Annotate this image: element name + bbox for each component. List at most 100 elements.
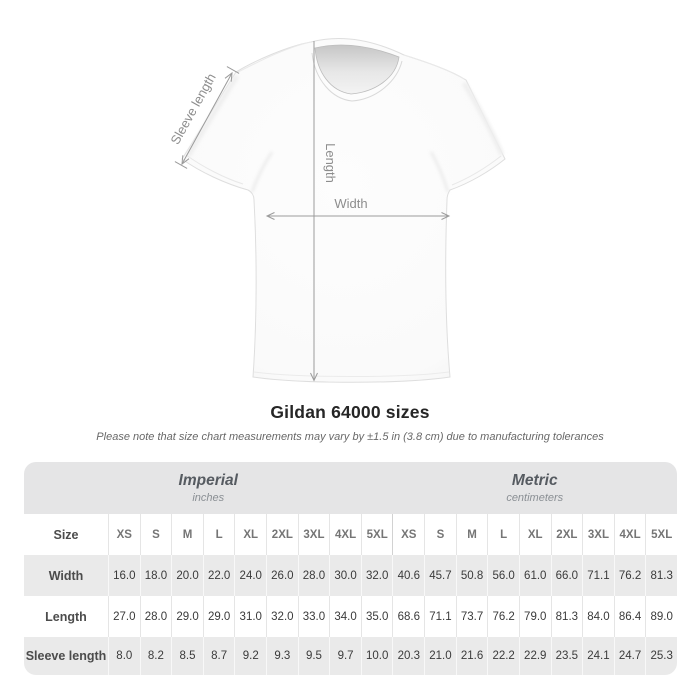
table-data-cell: 20.3: [392, 637, 424, 675]
size-table: Imperial inches Metric centimeters Size XS S M L…: [24, 462, 677, 675]
unit-group-imperial: Imperial inches: [24, 462, 393, 514]
table-row: Length 27.0 28.0 29.0 29.0 31.0 32.0 33.0 34.0 35…: [24, 596, 677, 637]
size-column-header: 3XL: [582, 514, 614, 555]
table-data-cell: 10.0: [360, 637, 393, 675]
table-data-cell: 9.7: [329, 637, 361, 675]
length-label: Length: [323, 143, 338, 183]
table-row: Width 16.0 18.0 20.0 22.0 24.0 26.0 28.0 30.0 32.…: [24, 555, 677, 596]
size-column-header: 5XL: [645, 514, 677, 555]
width-arrow: [265, 212, 451, 220]
table-data-cell: 28.0: [297, 555, 330, 596]
armpit-crease-left: [251, 151, 273, 193]
tshirt-diagram: Length Width Sleeve length: [167, 38, 506, 383]
shoulder-seam-left: [237, 41, 312, 73]
table-data-cell: 86.4: [613, 596, 646, 637]
length-arrow: [310, 41, 318, 382]
size-column-header: M: [455, 514, 488, 555]
table-data-cell: 34.0: [329, 596, 361, 637]
unit-group-metric: Metric centimeters: [393, 462, 678, 514]
hem-seam: [253, 371, 450, 377]
size-column-header: 5XL: [360, 514, 393, 555]
table-data-cell: 32.0: [360, 555, 393, 596]
size-column-header: 3XL: [297, 514, 330, 555]
table-data-cell: 16.0: [108, 555, 140, 596]
table-data-cell: 61.0: [518, 555, 551, 596]
table-data-cell: 89.0: [645, 596, 677, 637]
row-label: Length: [45, 609, 87, 624]
sleeve-fold-shadow-left: [185, 74, 240, 158]
size-header-row: Size XS S M L XL 2XL 3XL 4XL 5XL XS S M L XL 2XL 3XL 4XL 5…: [24, 514, 677, 555]
table-data-cell: 84.0: [582, 596, 614, 637]
table-row: Sleeve length 8.0 8.2 8.5 8.7 9.2 9.3 9.5 9.7 10.…: [24, 637, 677, 675]
page-title: Gildan 64000 sizes: [270, 402, 430, 422]
table-data-cell: 31.0: [234, 596, 266, 637]
table-data-cell: 9.5: [297, 637, 330, 675]
size-column-header: XL: [518, 514, 551, 555]
neck-opening: [314, 44, 400, 95]
size-column-header: L: [487, 514, 519, 555]
unit-group-label: Metric: [511, 472, 558, 489]
table-data-cell: 21.6: [455, 637, 488, 675]
size-column-header: L: [202, 514, 235, 555]
table-data-cell: 50.8: [455, 555, 488, 596]
unit-group-label: Imperial: [178, 472, 238, 489]
table-data-cell: 35.0: [360, 596, 393, 637]
row-label: Sleeve length: [25, 649, 107, 663]
table-data-cell: 9.3: [266, 637, 298, 675]
table-data-cell: 24.0: [234, 555, 266, 596]
table-data-cell: 8.0: [108, 637, 140, 675]
table-data-cell: 56.0: [487, 555, 519, 596]
size-column-header: S: [424, 514, 456, 555]
table-data-cell: 8.2: [139, 637, 172, 675]
armpit-crease-right: [430, 151, 449, 193]
table-data-cell: 22.2: [487, 637, 519, 675]
table-data-cell: 22.9: [518, 637, 551, 675]
table-data-cell: 23.5: [550, 637, 583, 675]
size-column-header: 2XL: [266, 514, 298, 555]
table-data-cell: 40.6: [392, 555, 424, 596]
unit-group-unit: inches: [192, 492, 225, 504]
table-data-cell: 8.7: [202, 637, 235, 675]
table-data-cell: 76.2: [487, 596, 519, 637]
table-data-cell: 9.2: [234, 637, 266, 675]
table-data-cell: 71.1: [424, 596, 456, 637]
shoulder-seam-right: [403, 54, 465, 80]
table-data-cell: 79.0: [518, 596, 551, 637]
table-data-cell: 66.0: [550, 555, 583, 596]
tolerance-note: Please note that size chart measurements…: [96, 431, 604, 443]
size-column-header: XL: [234, 514, 266, 555]
sleeve-length-arrow: [174, 66, 240, 169]
table-data-cell: 22.0: [202, 555, 235, 596]
table-data-cell: 29.0: [171, 596, 203, 637]
size-column-header: 4XL: [329, 514, 361, 555]
table-data-cell: 18.0: [139, 555, 172, 596]
size-column-header: XS: [392, 514, 424, 555]
width-label: Width: [334, 196, 367, 211]
table-data-cell: 76.2: [613, 555, 646, 596]
size-column-header: S: [139, 514, 172, 555]
unit-header-row: Imperial inches Metric centimeters: [24, 462, 677, 514]
table-data-cell: 81.3: [645, 555, 677, 596]
table-data-cell: 27.0: [108, 596, 140, 637]
sleeve-hem-right: [451, 155, 502, 186]
table-data-cell: 8.5: [171, 637, 203, 675]
table-data-cell: 33.0: [297, 596, 330, 637]
size-column-header: M: [171, 514, 203, 555]
table-data-cell: 24.7: [613, 637, 646, 675]
size-column-header: 4XL: [613, 514, 646, 555]
table-data-cell: 45.7: [424, 555, 456, 596]
table-data-cell: 30.0: [329, 555, 361, 596]
collar-seam: [311, 52, 403, 102]
table-data-cell: 29.0: [202, 596, 235, 637]
size-corner-header: Size: [53, 527, 79, 542]
table-data-cell: 26.0: [266, 555, 298, 596]
size-column-header: XS: [108, 514, 140, 555]
sleeve-hem-left: [185, 154, 244, 185]
table-data-cell: 71.1: [582, 555, 614, 596]
table-data-cell: 25.3: [645, 637, 677, 675]
unit-group-unit: centimeters: [506, 492, 564, 504]
row-label: Width: [48, 568, 84, 583]
table-data-cell: 73.7: [455, 596, 488, 637]
sleeve-fold-shadow-right: [461, 81, 505, 156]
